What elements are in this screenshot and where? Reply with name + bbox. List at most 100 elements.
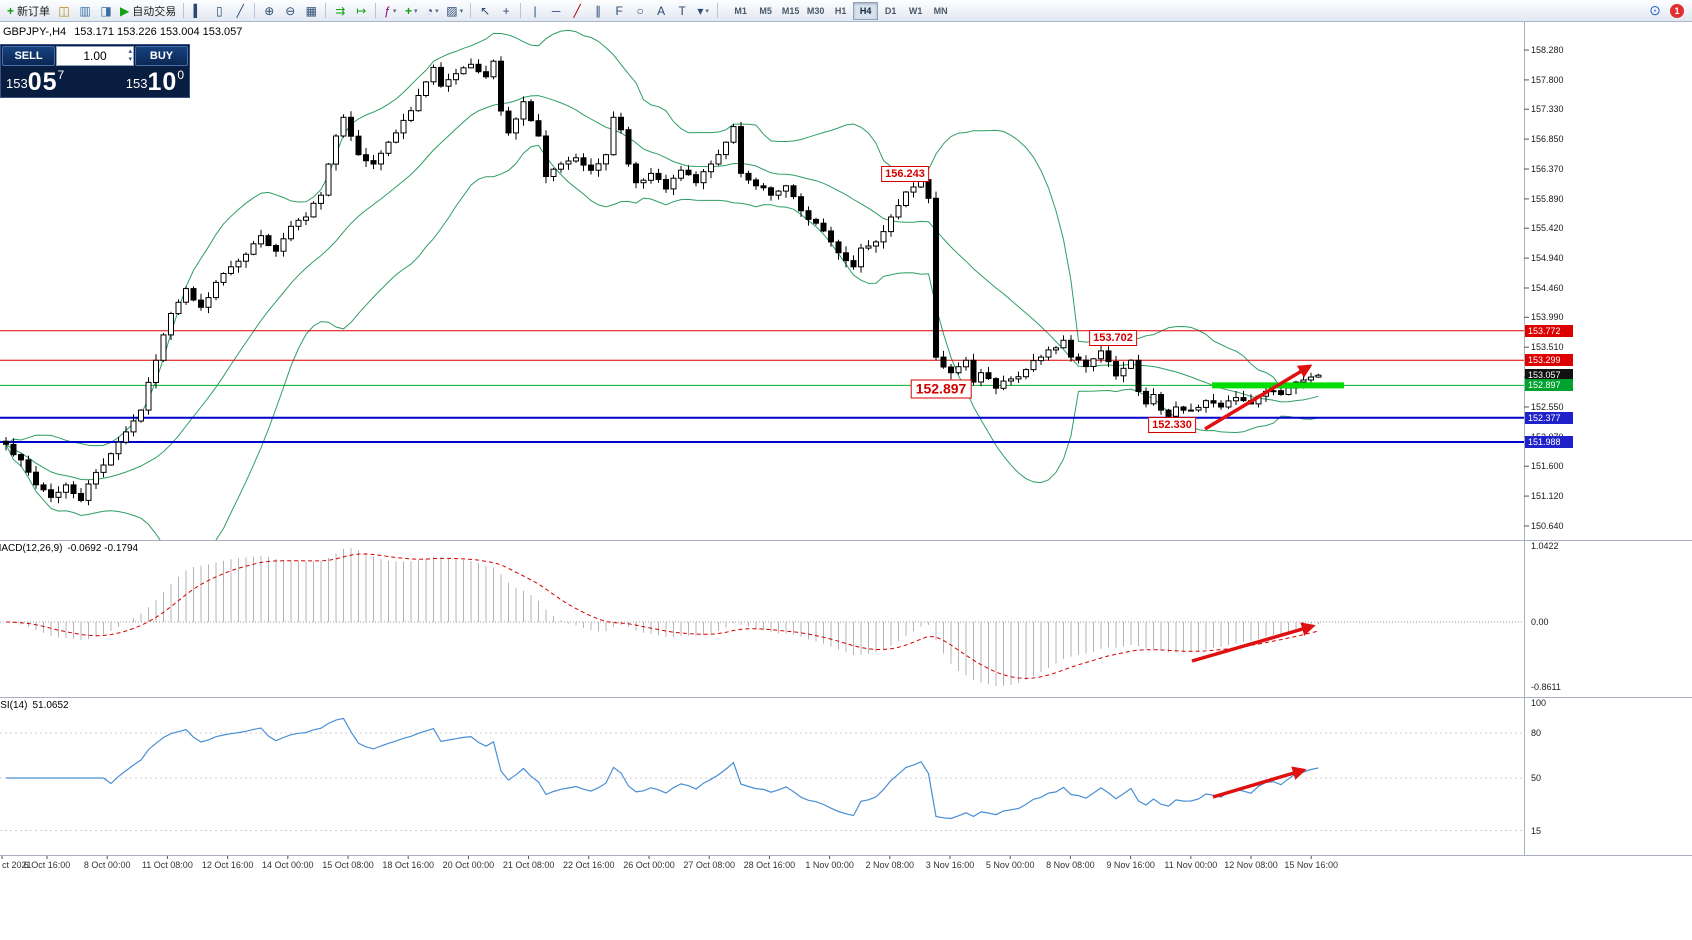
chart-shift-button[interactable]: ↦ xyxy=(351,2,371,20)
new-order-button[interactable]: + 新订单 xyxy=(4,2,53,20)
horizontal-line-icon: ─ xyxy=(551,3,561,18)
price-axis-tick: 151.120 xyxy=(1531,491,1564,502)
price-tag-153.772: 153.772 xyxy=(1525,324,1573,337)
auto-scroll-button[interactable]: ⇉ xyxy=(330,2,350,20)
spinner-down-icon[interactable]: ▾ xyxy=(128,56,132,63)
search-icon[interactable]: ⊙ xyxy=(1649,2,1661,18)
time-axis-label: 12 Nov 08:00 xyxy=(1224,860,1278,870)
volume-spinner[interactable]: ▴ ▾ xyxy=(128,48,132,64)
price-axis-tick: 155.890 xyxy=(1531,193,1564,204)
time-axis-label: 8 Nov 08:00 xyxy=(1046,860,1095,870)
price-annotation-152.330[interactable]: 152.330 xyxy=(1148,417,1196,433)
time-axis-label: 18 Oct 16:00 xyxy=(382,860,434,870)
zoom-out-button[interactable]: ⊖ xyxy=(280,2,300,20)
price-axis-tick: 155.420 xyxy=(1531,223,1564,234)
buy-price-sup: 0 xyxy=(177,68,184,82)
vertical-line-button[interactable]: | xyxy=(525,2,545,20)
time-axis-label: 2 Nov 08:00 xyxy=(865,860,915,870)
price-axis-tick: 153.510 xyxy=(1531,342,1564,353)
macd-signal-line xyxy=(5,553,1319,679)
timeframe-d1-button[interactable]: D1 xyxy=(878,2,903,20)
timeframe-h1-button[interactable]: H1 xyxy=(828,2,853,20)
line-chart-button[interactable]: ╱ xyxy=(230,2,250,20)
spinner-up-icon[interactable]: ▴ xyxy=(128,48,132,55)
price-axis-tick: 152.550 xyxy=(1531,402,1564,412)
bollinger-middle-band xyxy=(5,95,1319,481)
symbol-name: GBPJPY-,H4 xyxy=(3,26,67,38)
trend-arrow[interactable] xyxy=(1212,766,1307,799)
macd-axis-label: 0.00 xyxy=(1531,617,1549,627)
crosshair-button[interactable]: + xyxy=(496,2,516,20)
trend-arrow[interactable] xyxy=(1191,622,1316,663)
navigator-button[interactable]: ◨ xyxy=(96,2,116,20)
timeframe-m5-button[interactable]: M5 xyxy=(753,2,778,20)
new-order-icon: + xyxy=(7,3,15,18)
bollinger-upper-band xyxy=(5,29,1319,447)
trendline-button[interactable]: ╱ xyxy=(567,2,587,20)
fibonacci-button[interactable]: F xyxy=(609,2,629,20)
timeframe-mn-button[interactable]: MN xyxy=(928,2,953,20)
timeframe-m15-button[interactable]: M15 xyxy=(778,2,803,20)
data-window-button[interactable]: ▥ xyxy=(75,2,95,20)
timeframe-w1-button[interactable]: W1 xyxy=(903,2,928,20)
horizontal-line-button[interactable]: ─ xyxy=(546,2,566,20)
volume-field[interactable]: 1.00 ▴ ▾ xyxy=(56,46,134,66)
market-watch-icon: ◫ xyxy=(58,3,70,18)
price-annotation-153.702[interactable]: 153.702 xyxy=(1089,330,1137,346)
crosshair-icon: + xyxy=(502,3,510,18)
notification-badge[interactable]: 1 xyxy=(1670,3,1684,18)
sell-button[interactable]: SELL xyxy=(2,46,55,66)
zoom-out-icon: ⊖ xyxy=(285,3,296,18)
macd-indicator-label: MACD(12,26,9) -0.0692 -0.1794 xyxy=(0,543,143,554)
arrows-button[interactable]: ▾ ▾ xyxy=(693,2,713,20)
candlestick-chart-button[interactable]: ▯ xyxy=(209,2,229,20)
rsi-pane xyxy=(0,717,1524,831)
text-icon: A xyxy=(657,3,666,18)
time-axis-label: 28 Oct 16:00 xyxy=(743,860,796,870)
timeframe-m30-button[interactable]: M30 xyxy=(803,2,828,20)
bar-chart-button[interactable]: ▍ xyxy=(188,2,208,20)
buy-button[interactable]: BUY xyxy=(135,46,188,66)
candlestick-chart-icon: ▯ xyxy=(215,3,223,18)
text-button[interactable]: A xyxy=(651,2,671,20)
ellipse-button[interactable]: ○ xyxy=(630,2,650,20)
macd-pane xyxy=(0,548,1524,686)
buy-price: 153 10 0 xyxy=(126,67,184,97)
price-tag-152.377: 152.377 xyxy=(1525,411,1573,424)
chevron-down-icon: ▾ xyxy=(392,7,397,15)
add-indicator-button[interactable]: + ▾ xyxy=(401,2,421,20)
buy-price-base: 153 xyxy=(125,76,148,91)
price-tag-151.988: 151.988 xyxy=(1525,436,1573,448)
channel-button[interactable]: ∥ xyxy=(588,2,608,20)
zoom-in-button[interactable]: ⊕ xyxy=(259,2,279,20)
sell-price: 153 05 7 xyxy=(6,67,64,97)
toolbar-separator xyxy=(254,3,256,18)
tile-windows-button[interactable]: ▦ xyxy=(301,2,321,20)
time-axis-label: 11 Oct 08:00 xyxy=(141,860,193,870)
market-watch-button[interactable]: ◫ xyxy=(54,2,74,20)
sell-price-sup: 7 xyxy=(57,68,65,82)
label-button[interactable]: T xyxy=(672,2,692,20)
cursor-button[interactable]: ↖ xyxy=(475,2,495,20)
trend-arrow[interactable] xyxy=(1204,364,1313,431)
templates-button[interactable]: ▨ ▾ xyxy=(443,2,466,20)
timeframe-m1-button[interactable]: M1 xyxy=(728,2,753,20)
macd-name: MACD(12,26,9) xyxy=(0,543,63,554)
time-axis-label: 26 Oct 00:00 xyxy=(623,860,675,870)
periods-button[interactable]: ◔ ▾ xyxy=(422,2,442,20)
price-annotation-152.897[interactable]: 152.897 xyxy=(910,379,972,399)
zoom-in-icon: ⊕ xyxy=(264,3,275,18)
autotrading-button[interactable]: ▶ 自动交易 xyxy=(117,2,179,20)
timeframe-h4-button[interactable]: H4 xyxy=(853,1,879,20)
label-icon: T xyxy=(678,3,686,18)
main-toolbar: + 新订单 ◫ ▥ ◨ ▶ 自动交易 ▍ ▯ ╱ ⊕ ⊖ ▦ ⇉ ↦ ƒ ▾ + ▾ ◔ ▾ ▨ ▾ ↖ + | ─ ╱ ∥ F ○ A T ▾ ▾… xyxy=(0,0,1692,22)
time-axis-label: 21 Oct 08:00 xyxy=(502,860,555,870)
time-axis-label: 27 Oct 08:00 xyxy=(683,860,735,870)
vertical-line-icon: | xyxy=(533,3,537,18)
price-axis-tick: 156.850 xyxy=(1531,134,1564,145)
price-annotation-156.243[interactable]: 156.243 xyxy=(881,166,929,182)
new-order-label: 新订单 xyxy=(17,5,51,18)
indicators-button[interactable]: ƒ ▾ xyxy=(380,2,400,20)
candle-wicks xyxy=(5,56,1319,506)
